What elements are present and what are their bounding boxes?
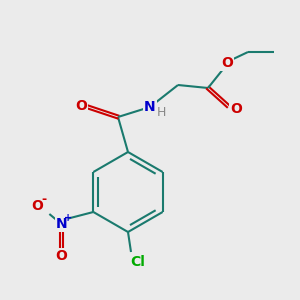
Text: O: O — [75, 99, 87, 113]
Text: O: O — [221, 56, 233, 70]
Text: N: N — [56, 217, 67, 231]
Text: H: H — [156, 106, 166, 118]
Text: O: O — [56, 249, 67, 263]
Text: -: - — [42, 193, 47, 206]
Text: N: N — [144, 100, 156, 114]
Text: O: O — [32, 199, 43, 213]
Text: O: O — [230, 102, 242, 116]
Text: +: + — [64, 213, 72, 223]
Text: Cl: Cl — [130, 255, 146, 269]
